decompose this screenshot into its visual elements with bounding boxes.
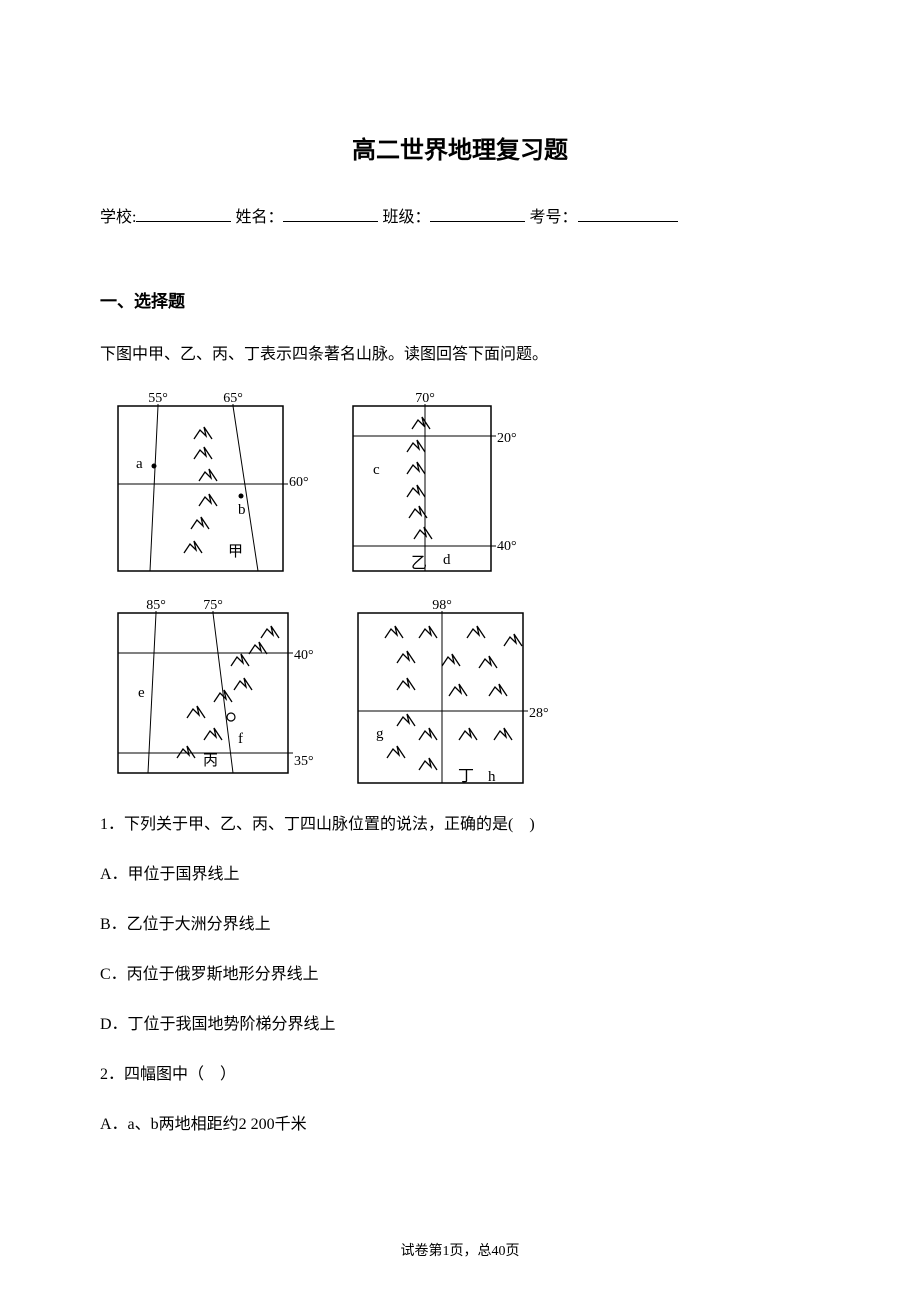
name-blank <box>283 206 378 222</box>
svg-text:65°: 65° <box>223 391 243 406</box>
question-2-option-a: A．a、b两地相距约2 200千米 <box>100 1113 820 1137</box>
svg-text:丁: 丁 <box>458 768 474 785</box>
svg-text:75°: 75° <box>203 598 223 613</box>
class-blank <box>430 206 525 222</box>
svg-text:35°: 35° <box>294 754 314 769</box>
svg-text:f: f <box>238 731 243 747</box>
document-title: 高二世界地理复习题 <box>100 130 820 165</box>
figure-top-left: 55° 65° 60° a b 甲 <box>110 388 320 573</box>
svg-text:e: e <box>138 685 145 701</box>
svg-text:乙: 乙 <box>411 555 427 572</box>
svg-text:h: h <box>488 769 496 785</box>
svg-text:40°: 40° <box>497 539 517 554</box>
question-1-option-a: A．甲位于国界线上 <box>100 863 820 887</box>
figures-container: 55° 65° 60° a b 甲 70° 20° 40° c d乙 85° 75° 40° 35° e f… <box>110 388 820 785</box>
svg-text:c: c <box>373 462 380 478</box>
svg-text:a: a <box>136 456 143 472</box>
question-1-option-c: C．丙位于俄罗斯地形分界线上 <box>100 963 820 987</box>
svg-text:40°: 40° <box>294 648 314 663</box>
svg-text:d: d <box>443 552 451 568</box>
figure-bottom-left: 85° 75° 40° 35° e f 丙 <box>110 595 325 785</box>
question-1-option-b: B．乙位于大洲分界线上 <box>100 913 820 937</box>
svg-text:20°: 20° <box>497 431 517 446</box>
svg-text:甲: 甲 <box>228 544 243 560</box>
svg-text:28°: 28° <box>529 706 549 721</box>
svg-text:g: g <box>376 726 384 742</box>
school-label: 学校: <box>100 209 136 226</box>
svg-text:60°: 60° <box>289 475 309 490</box>
exam-no-blank <box>578 206 678 222</box>
question-intro: 下图中甲、乙、丙、丁表示四条著名山脉。读图回答下面问题。 <box>100 342 820 368</box>
name-label: 姓名： <box>235 209 283 226</box>
svg-text:70°: 70° <box>415 391 435 406</box>
section-header: 一、选择题 <box>100 287 820 312</box>
figure-top-right: 70° 20° 40° c d乙 <box>345 388 530 573</box>
svg-text:98°: 98° <box>432 598 452 613</box>
exam-no-label: 考号： <box>529 209 577 226</box>
svg-text:丙: 丙 <box>203 753 218 769</box>
question-2-stem: 2．四幅图中（ ） <box>100 1063 820 1087</box>
question-1-option-d: D．丁位于我国地势阶梯分界线上 <box>100 1013 820 1037</box>
svg-text:55°: 55° <box>148 391 168 406</box>
question-1-stem: 1．下列关于甲、乙、丙、丁四山脉位置的说法，正确的是( ) <box>100 813 820 837</box>
svg-text:b: b <box>238 502 246 518</box>
page-footer: 试卷第1页，总40页 <box>0 1240 920 1260</box>
student-info-row: 学校: 姓名： 班级： 考号： <box>100 203 820 227</box>
class-label: 班级： <box>382 209 430 226</box>
svg-text:85°: 85° <box>146 598 166 613</box>
figure-bottom-right: 98° 28° g h丁 <box>350 595 560 785</box>
school-blank <box>136 206 231 222</box>
